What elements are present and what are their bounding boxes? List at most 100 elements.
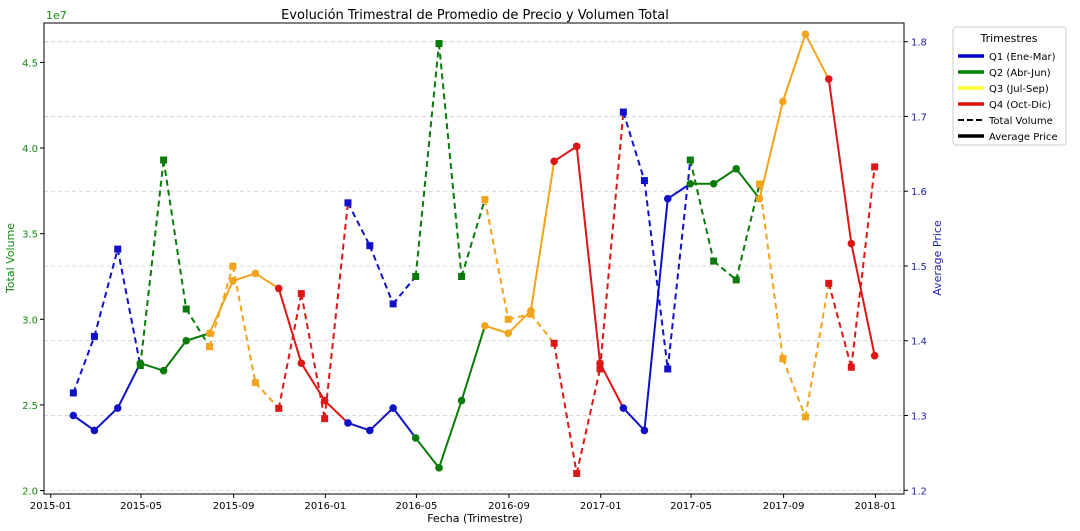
volume-segment — [323, 202, 349, 419]
volume-point — [686, 156, 694, 164]
price-point — [663, 194, 672, 203]
price-point — [801, 30, 810, 39]
volume-segment — [804, 283, 830, 418]
volume-point — [69, 389, 77, 397]
price-point — [619, 404, 628, 412]
price-segment — [72, 414, 95, 432]
volume-point — [389, 300, 397, 308]
volume-point — [573, 469, 581, 477]
price-point — [205, 329, 214, 338]
volume-segment — [575, 368, 602, 474]
series-layer — [69, 30, 879, 477]
legend-label: Average Price — [989, 132, 1058, 143]
price-segment — [208, 280, 234, 334]
x-tick-label: 2015-09 — [213, 501, 255, 512]
price-segment — [553, 145, 578, 163]
price-segment — [758, 101, 784, 199]
volume-segment — [392, 275, 417, 305]
y-right-tick-label: 1.3 — [911, 412, 927, 423]
price-segment — [369, 407, 394, 432]
volume-point — [847, 363, 855, 371]
price-segment — [804, 33, 830, 80]
price-point — [159, 366, 168, 375]
volume-point — [114, 245, 122, 253]
volume-point — [297, 290, 305, 298]
x-tick-label: 2016-05 — [396, 501, 438, 512]
volume-segment — [438, 43, 463, 277]
y-left-tick-label: 3.0 — [22, 315, 38, 326]
x-axis: 2015-01 2015-05 2015-09 2016-01 2016-05 2016-… — [30, 494, 896, 512]
volume-point — [182, 305, 190, 313]
price-point — [527, 307, 535, 315]
volume-segment — [254, 382, 280, 410]
legend-label: Q3 (Jul-Sep) — [989, 84, 1049, 95]
volume-point — [435, 40, 443, 48]
price-segment — [277, 288, 303, 364]
y-right-tick-label: 1.4 — [911, 337, 927, 348]
price-point — [365, 426, 374, 435]
volume-segment — [185, 308, 211, 348]
y-left-tick-label: 2.5 — [22, 401, 38, 412]
legend-label: Q4 (Oct-Dic) — [989, 100, 1051, 111]
volume-segment — [139, 159, 165, 366]
volume-point — [321, 415, 329, 423]
volume-point — [756, 180, 764, 188]
y-right-tick-label: 1.5 — [911, 262, 927, 273]
volume-point — [90, 332, 98, 340]
price-point — [274, 284, 283, 293]
volume-segment — [622, 111, 646, 181]
x-tick-label: 2018-01 — [855, 501, 897, 512]
price-segment — [667, 182, 691, 200]
volume-point — [229, 262, 237, 270]
price-point — [113, 404, 122, 412]
volume-point — [619, 108, 627, 116]
price-point — [572, 142, 581, 151]
volume-point — [344, 199, 352, 207]
volume-segment — [414, 43, 441, 277]
price-point — [69, 411, 78, 420]
volume-segment — [508, 313, 532, 321]
volume-segment — [93, 248, 119, 337]
y-left-tick-label: 3.5 — [22, 230, 38, 241]
price-segment — [827, 78, 853, 244]
volume-segment — [460, 199, 486, 277]
legend: Trimestres Q1 (Ene-Mar) Q2 (Abr-Jun) Q3 (J… — [952, 26, 1067, 146]
volume-point — [366, 242, 374, 250]
price-segment — [414, 437, 440, 469]
volume-point — [458, 272, 466, 280]
price-segment — [781, 33, 807, 102]
volume-point — [801, 413, 809, 421]
price-segment — [484, 324, 509, 335]
legend-label: Q2 (Abr-Jun) — [989, 68, 1051, 79]
y-left-tick-label: 2.0 — [22, 487, 38, 498]
volume-segment — [713, 260, 737, 281]
x-axis-label: Fecha (Trimestre) — [427, 512, 523, 525]
volume-segment — [666, 159, 692, 370]
y-left-tick-label: 4.5 — [22, 58, 38, 69]
price-segment — [599, 362, 625, 409]
volume-point — [275, 404, 283, 412]
volume-point — [664, 365, 672, 373]
y-left-exponent: 1e7 — [46, 9, 67, 22]
price-point — [251, 269, 260, 278]
volume-segment — [781, 358, 807, 418]
price-point — [481, 321, 489, 330]
y-right-label: Average Price — [931, 220, 944, 296]
price-point — [640, 426, 649, 435]
y-right-tick-label: 1.8 — [911, 38, 927, 49]
y-right-tick-label: 1.6 — [911, 187, 927, 198]
x-tick-label: 2015-01 — [30, 501, 72, 512]
legend-label: Total Volume — [988, 116, 1053, 127]
volume-segment — [735, 183, 761, 281]
legend-label: Q1 (Ene-Mar) — [989, 52, 1056, 63]
price-point — [686, 179, 695, 188]
price-point — [847, 239, 856, 248]
volume-point — [504, 315, 512, 323]
volume-point — [710, 257, 718, 265]
volume-segment — [553, 343, 578, 474]
price-segment — [529, 161, 556, 311]
price-segment — [735, 168, 761, 200]
price-point — [389, 404, 397, 412]
